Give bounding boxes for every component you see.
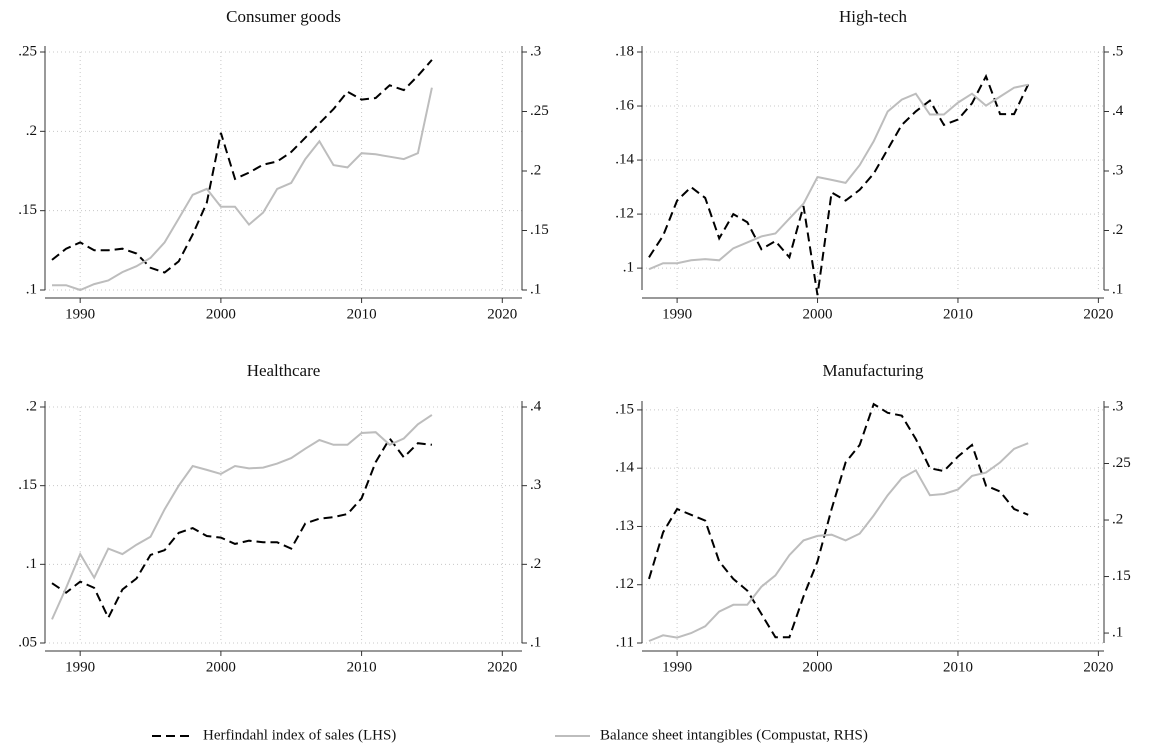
legend-label: Herfindahl index of sales (LHS) [203,727,396,743]
y2-tick-label: .15 [530,222,549,238]
y-tick-label: .18 [615,43,634,59]
y-tick-label: .12 [615,576,634,592]
x-tick-label: 2020 [1083,306,1113,322]
y-tick-label: .25 [18,43,37,59]
y-tick-label: .2 [26,123,37,139]
x-tick-label: 1990 [662,306,692,322]
y2-tick-label: .3 [530,477,541,493]
y2-tick-label: .3 [1112,398,1123,414]
y-tick-label: .15 [18,477,37,493]
series-line [648,442,1029,642]
x-tick-label: 2020 [487,659,517,675]
y2-tick-label: .2 [1112,511,1123,527]
y-tick-label: .15 [18,202,37,218]
y-tick-label: .1 [26,556,37,572]
series-line [51,436,433,621]
series-line [52,87,433,292]
y2-tick-label: .1 [530,281,541,297]
series-line [51,414,433,620]
x-tick-label: 1990 [65,659,95,675]
y-tick-label: .05 [18,634,37,650]
y2-tick-label: .2 [530,556,541,572]
y2-tick-label: .1 [1112,281,1123,297]
y-tick-label: .1 [623,260,634,276]
x-tick-label: 2000 [803,659,833,675]
y2-tick-label: .2 [530,162,541,178]
x-tick-label: 2010 [943,306,973,322]
panel-title: High-tech [839,7,907,26]
y-tick-label: .12 [615,206,634,222]
y-tick-label: .13 [615,518,634,534]
y2-tick-label: .15 [1112,568,1131,584]
y2-tick-label: .25 [530,103,549,119]
x-tick-label: 2010 [347,659,377,675]
y-tick-label: .2 [26,398,37,414]
series-line [648,402,1029,639]
x-tick-label: 2020 [487,306,517,322]
x-tick-label: 2010 [347,306,377,322]
panel-title: Manufacturing [822,361,924,380]
legend-label: Balance sheet intangibles (Compustat, RH… [600,727,868,743]
y-tick-label: .14 [615,460,634,476]
y-tick-label: .15 [615,401,634,417]
series-line [51,59,433,274]
y2-tick-label: .2 [1112,222,1123,238]
y-tick-label: .1 [26,281,37,297]
y-tick-label: .14 [615,151,634,167]
y2-tick-label: .4 [1112,103,1124,119]
panel-title: Healthcare [247,361,321,380]
y2-tick-label: .5 [1112,43,1123,59]
x-tick-label: 1990 [65,306,95,322]
y-tick-label: .16 [615,97,634,113]
x-tick-label: 2000 [206,659,236,675]
y2-tick-label: .4 [530,398,542,414]
series-line [648,73,1030,296]
series-line [648,83,1029,271]
x-tick-label: 2010 [943,659,973,675]
y2-tick-label: .3 [530,43,541,59]
x-tick-label: 2000 [803,306,833,322]
y2-tick-label: .1 [530,634,541,650]
x-tick-label: 1990 [662,659,692,675]
y-tick-label: .11 [616,634,634,650]
y2-tick-label: .25 [1112,455,1131,471]
x-tick-label: 2000 [206,306,236,322]
x-tick-label: 2020 [1083,659,1113,675]
panel-title: Consumer goods [226,7,341,26]
y2-tick-label: .3 [1112,162,1123,178]
y2-tick-label: .1 [1112,624,1123,640]
